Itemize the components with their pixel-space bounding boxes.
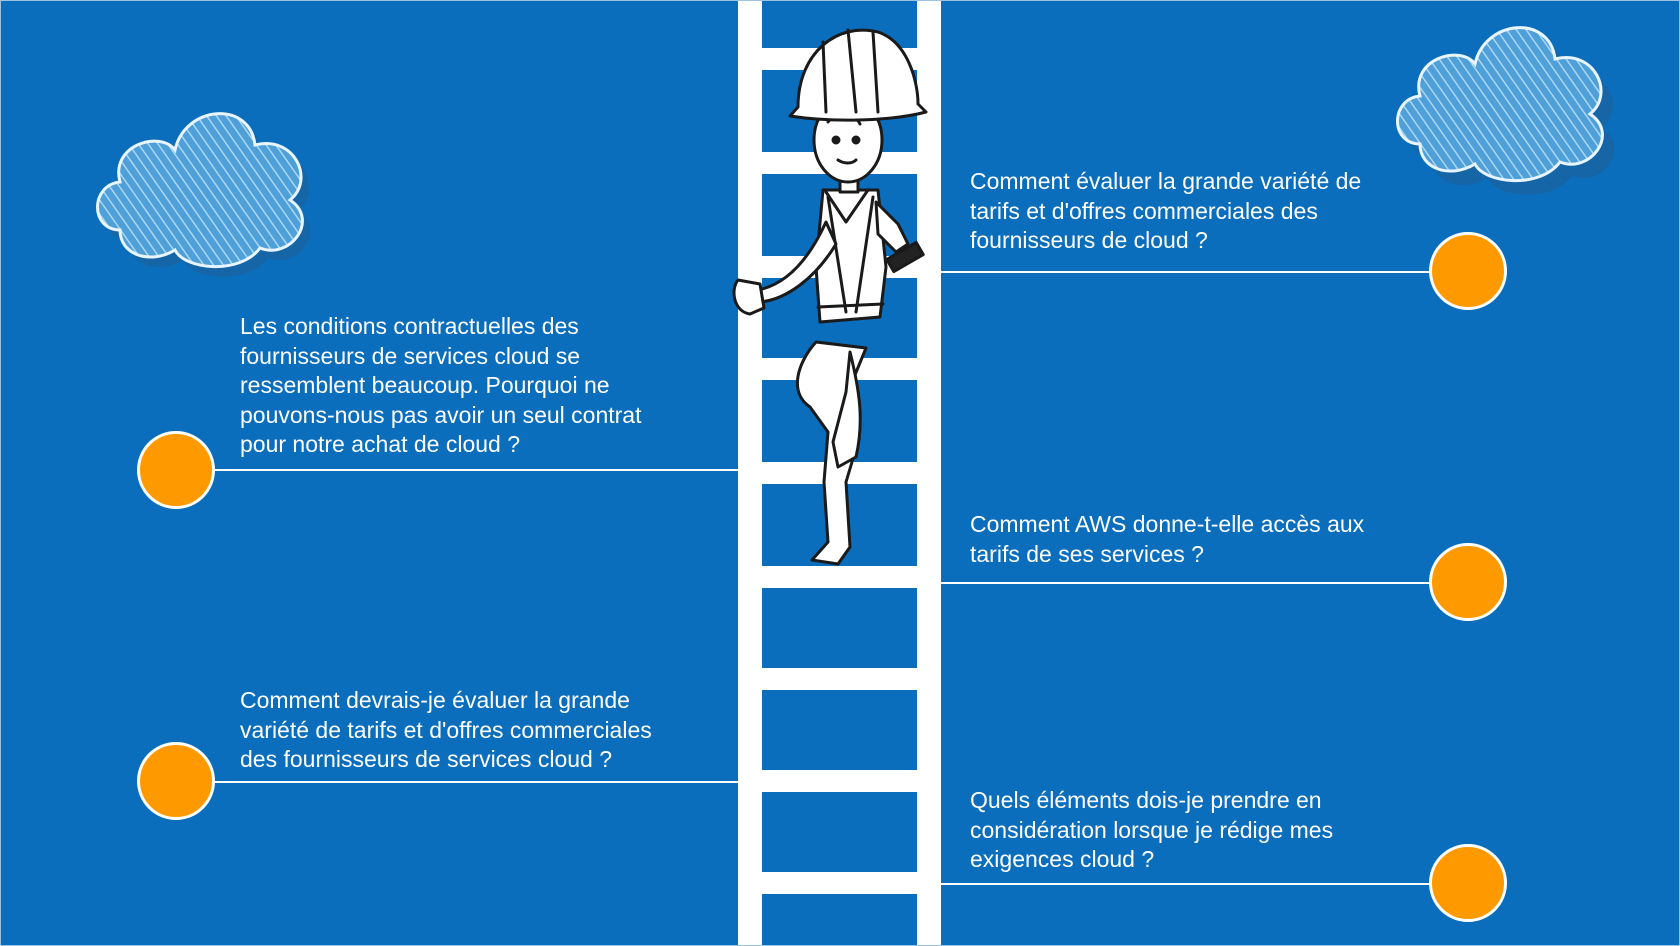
cloud-icon-left	[96, 112, 311, 277]
connector-line	[941, 271, 1430, 273]
ladder-rail-left	[738, 0, 762, 946]
orange-dot-marker	[1429, 232, 1507, 310]
ladder-rung	[762, 668, 917, 690]
question-right-3: Quels éléments dois-je prendre en consid…	[970, 787, 1334, 872]
question-right-2: Comment AWS donne-t-elle accès aux tarif…	[970, 511, 1365, 567]
orange-dot-marker	[137, 742, 215, 820]
question-left-2: Comment devrais-je évaluer la grande var…	[240, 687, 652, 772]
ladder-rung	[762, 872, 917, 894]
connector-line	[941, 582, 1430, 584]
connector-line	[214, 781, 738, 783]
orange-dot-marker	[1429, 543, 1507, 621]
ladder-rail-right	[917, 0, 941, 946]
ladder-rung	[762, 566, 917, 588]
cloud-icon-right	[1396, 26, 1615, 195]
connector-line	[941, 883, 1430, 885]
ladder-rung	[762, 770, 917, 792]
question-left-1: Les conditions contractuelles des fourni…	[240, 313, 642, 457]
orange-dot-marker	[1429, 844, 1507, 922]
question-right-1: Comment évaluer la grande variété de tar…	[970, 168, 1362, 253]
orange-dot-marker	[137, 431, 215, 509]
construction-worker-illustration	[732, 28, 928, 566]
connector-line	[214, 469, 738, 471]
